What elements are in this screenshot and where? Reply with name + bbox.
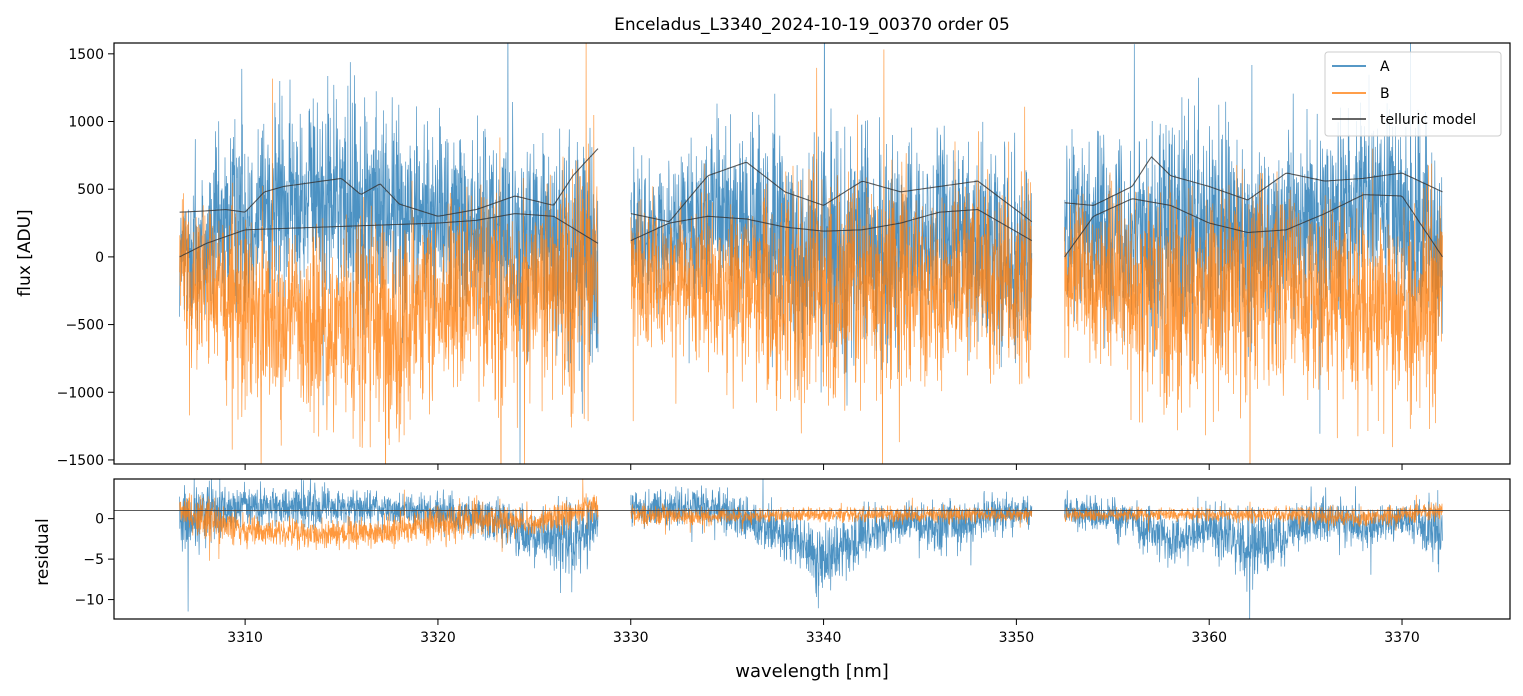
residual-xtick-label: 3370 [1384,630,1420,646]
residual-xtick-label: 3330 [613,630,649,646]
legend-box [1324,51,1502,137]
residual-axes-frame [113,478,1511,620]
residual-xtick-label: 3320 [420,630,456,646]
telluric-model-line-segment-2 [630,162,1033,223]
residual-xtick-label: 3350 [999,630,1035,646]
telluric-continuum-line-segment-3 [1064,194,1443,258]
flux-ytick-label: −1000 [57,385,104,401]
x-axis-label: wavelength [nm] [735,661,889,682]
residual-a-line-segment-3 [1064,486,1443,619]
series-b-line-segment-1 [179,43,599,464]
residual-xtick-label: 3360 [1191,630,1227,646]
residual-b-line-segment-3 [1064,494,1443,532]
residual-a-line-segment-1 [179,479,599,612]
flux-ytick-label: 1000 [68,115,104,131]
flux-ytick-label: 0 [95,250,104,266]
residual-xtick-label: 3310 [227,630,263,646]
legend: A B telluric model [1324,51,1502,137]
flux-y-axis-label: flux [ADU] [15,209,35,296]
series-b-line-segment-2 [630,49,1033,464]
residual-plot-area [114,479,1510,619]
flux-axes-frame [113,42,1511,465]
flux-plot-area [179,43,1443,464]
flux-ytick-label: 500 [77,182,104,198]
residual-axes: −10 −5 0 3310 3320 3330 3340 3350 3360 3370 [74,512,1419,646]
residual-b-line-segment-2 [630,497,1033,535]
residual-xtick-label: 3340 [806,630,842,646]
residual-b-line-segment-1 [179,479,599,561]
telluric-continuum-line-segment-1 [179,213,599,258]
residual-ytick-label: −5 [83,552,104,568]
flux-ytick-label: −500 [66,318,104,334]
residual-ytick-label: 0 [95,512,104,528]
flux-axes: −1500 −1000 −500 0 500 1000 1500 [57,47,1403,470]
legend-label-telluric: telluric model [1380,112,1476,128]
legend-label-a: A [1380,59,1390,75]
telluric-model-line-segment-1 [179,148,599,217]
residual-ytick-label: −10 [74,593,104,609]
flux-ytick-label: −1500 [57,453,104,469]
telluric-continuum-line-segment-2 [630,208,1033,242]
telluric-model-line-segment-3 [1064,156,1443,206]
series-b-line-segment-3 [1064,148,1443,464]
flux-ytick-label: 1500 [68,47,104,63]
residual-y-axis-label: residual [33,518,53,585]
chart-title: Enceladus_L3340_2024-10-19_00370 order 0… [614,15,1010,35]
residual-a-line-segment-2 [630,479,1033,609]
legend-label-b: B [1380,86,1390,102]
